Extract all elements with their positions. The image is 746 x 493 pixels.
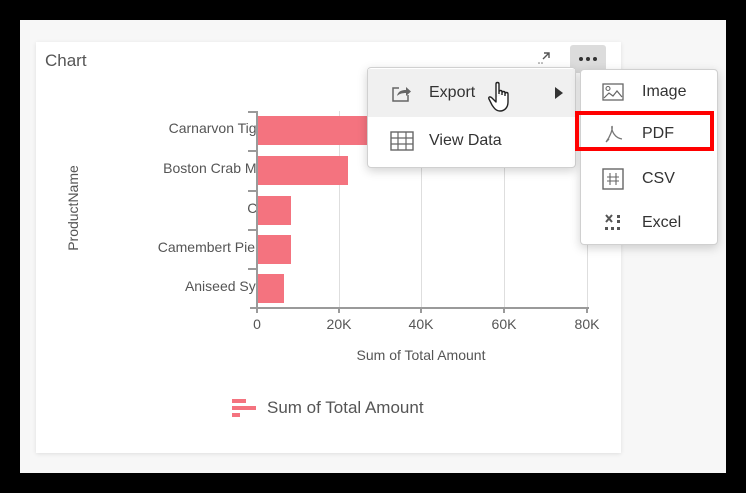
x-tick-label: 60K xyxy=(491,316,517,332)
export-submenu: Image PDF CSV Excel xyxy=(580,69,718,245)
category-label: Aniseed Syrup xyxy=(184,278,276,294)
submenu-item-csv[interactable]: CSV xyxy=(581,157,717,201)
submenu-item-label: Excel xyxy=(642,214,682,231)
card-title: Chart xyxy=(45,51,87,70)
table-grid-icon xyxy=(390,129,414,153)
x-axis-line xyxy=(250,307,589,309)
menu-item-label: View Data xyxy=(429,132,502,149)
y-axis-title: ProductName xyxy=(65,165,81,251)
legend-bar-icon xyxy=(232,398,257,418)
category-label: Carnarvon Tigers xyxy=(168,120,276,136)
category-label: Camembert Pierrot xyxy=(157,239,276,255)
bar-aniseed-syrup[interactable] xyxy=(257,274,284,303)
x-tick xyxy=(256,307,258,313)
x-tick-label: 80K xyxy=(574,316,600,332)
pdf-acrobat-icon xyxy=(601,122,625,146)
submenu-arrow-icon xyxy=(555,87,563,99)
gridline xyxy=(504,111,505,307)
expand-icon[interactable] xyxy=(536,50,552,66)
y-tick xyxy=(248,150,256,152)
more-options-button[interactable] xyxy=(570,45,606,73)
x-tick xyxy=(420,307,422,313)
hand-pointer-cursor-icon xyxy=(487,80,517,114)
plot-area: 0 20K 40K 60K 80K xyxy=(248,111,599,332)
category-label: Boston Crab Meat xyxy=(163,160,276,176)
submenu-item-label: Image xyxy=(642,83,687,100)
x-tick xyxy=(586,307,588,313)
bar-carnarvon-tigers[interactable] xyxy=(257,116,377,145)
gridline xyxy=(421,111,422,307)
legend-label: Sum of Total Amount xyxy=(267,398,424,417)
image-icon xyxy=(601,80,625,104)
bar-chai[interactable] xyxy=(257,196,291,225)
x-tick xyxy=(503,307,505,313)
export-share-icon xyxy=(390,81,414,105)
submenu-item-pdf[interactable]: PDF xyxy=(581,112,717,156)
more-horizontal-icon xyxy=(579,57,583,61)
legend-item[interactable]: Sum of Total Amount xyxy=(232,398,424,418)
bar-camembert-pierrot[interactable] xyxy=(257,235,291,264)
bar-boston-crab-meat[interactable] xyxy=(257,156,348,185)
y-tick xyxy=(248,190,256,192)
submenu-item-label: PDF xyxy=(642,125,674,142)
pdf-highlight-annotation xyxy=(575,111,714,151)
submenu-item-label: CSV xyxy=(642,170,675,187)
x-tick-label: 0 xyxy=(253,316,261,332)
gridline xyxy=(339,111,340,307)
menu-item-export[interactable]: Export xyxy=(368,69,575,117)
y-tick xyxy=(248,111,256,113)
menu-item-view-data[interactable]: View Data xyxy=(368,117,575,165)
x-axis-title: Sum of Total Amount xyxy=(356,347,486,363)
x-tick-label: 20K xyxy=(326,316,352,332)
x-tick xyxy=(338,307,340,313)
y-tick xyxy=(248,229,256,231)
menu-item-label: Export xyxy=(429,84,476,101)
chart-options-menu: Export View Data xyxy=(367,67,576,168)
submenu-item-excel[interactable]: Excel xyxy=(581,201,717,245)
y-axis-line xyxy=(256,111,258,313)
y-tick xyxy=(248,268,256,270)
excel-x-icon xyxy=(601,211,625,235)
submenu-item-image[interactable]: Image xyxy=(581,70,717,114)
csv-hash-icon xyxy=(601,167,625,191)
x-tick-label: 40K xyxy=(408,316,434,332)
